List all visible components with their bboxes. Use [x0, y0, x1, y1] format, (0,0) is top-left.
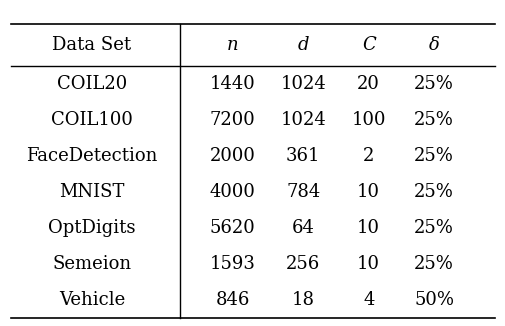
Text: 1024: 1024 — [280, 111, 326, 129]
Text: δ: δ — [428, 36, 439, 54]
Text: 64: 64 — [291, 219, 314, 237]
Text: 4: 4 — [362, 291, 374, 309]
Text: Data Set: Data Set — [53, 36, 131, 54]
Text: 846: 846 — [215, 291, 249, 309]
Text: MNIST: MNIST — [59, 183, 124, 201]
Text: 1440: 1440 — [210, 75, 255, 93]
Text: 10: 10 — [357, 219, 379, 237]
Text: COIL20: COIL20 — [57, 75, 127, 93]
Text: C: C — [361, 36, 375, 54]
Text: 25%: 25% — [414, 183, 453, 201]
Text: Vehicle: Vehicle — [59, 291, 125, 309]
Text: 25%: 25% — [414, 75, 453, 93]
Text: 1593: 1593 — [210, 255, 256, 273]
Text: 100: 100 — [351, 111, 385, 129]
Text: FaceDetection: FaceDetection — [26, 147, 158, 165]
Text: 18: 18 — [291, 291, 314, 309]
Text: COIL100: COIL100 — [51, 111, 133, 129]
Text: 256: 256 — [286, 255, 320, 273]
Text: OptDigits: OptDigits — [48, 219, 135, 237]
Text: 4000: 4000 — [210, 183, 256, 201]
Text: n: n — [227, 36, 238, 54]
Text: 20: 20 — [357, 75, 379, 93]
Text: 7200: 7200 — [210, 111, 255, 129]
Text: 784: 784 — [286, 183, 320, 201]
Text: 1024: 1024 — [280, 75, 326, 93]
Text: d: d — [297, 36, 309, 54]
Text: 25%: 25% — [414, 219, 453, 237]
Text: Semeion: Semeion — [53, 255, 131, 273]
Text: 5620: 5620 — [210, 219, 255, 237]
Text: 361: 361 — [285, 147, 320, 165]
Text: 50%: 50% — [413, 291, 453, 309]
Text: 25%: 25% — [414, 147, 453, 165]
Text: 25%: 25% — [414, 255, 453, 273]
Text: 10: 10 — [357, 255, 379, 273]
Text: 2000: 2000 — [210, 147, 256, 165]
Text: 10: 10 — [357, 183, 379, 201]
Text: 2: 2 — [362, 147, 374, 165]
Text: 25%: 25% — [414, 111, 453, 129]
